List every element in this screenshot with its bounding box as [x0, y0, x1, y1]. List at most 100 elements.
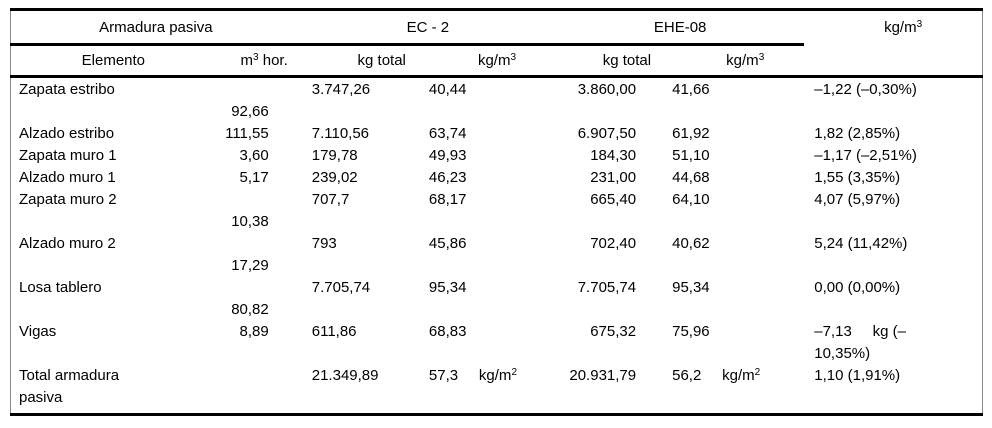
- cell-ec2_kg_total: 239,02: [274, 167, 426, 189]
- unit-superscript: 3: [510, 52, 517, 63]
- cell-line: –7,13 kg (–: [814, 323, 906, 340]
- cell-ehe_kgm3: 56,2 kg/m2: [651, 365, 804, 415]
- cell-line: 44,68: [672, 169, 710, 186]
- cell-ehe_kg_total: 231,00: [546, 167, 651, 189]
- cell-diff_kgm3: 1,55 (3,35%): [804, 167, 982, 189]
- cell-line: 7.705,74: [577, 279, 637, 296]
- cell-ec2_kg_total: 3.747,26: [274, 77, 426, 124]
- cell-line: 40,62: [672, 235, 710, 252]
- cell-line: 80,82: [231, 301, 269, 318]
- cell-line: 702,40: [590, 235, 637, 252]
- cell-ec2_kg_total: 7.110,56: [274, 123, 426, 145]
- col-header-ehe-kgm3: kg/m3: [651, 44, 805, 78]
- col-header-ec2-kg-total: kg total: [273, 44, 426, 78]
- cell-ec2_kgm3: 68,83: [426, 321, 546, 365]
- cell-ec2_kg_total: 179,78: [274, 145, 426, 167]
- cell-ehe_kg_total: 665,40: [546, 189, 651, 233]
- cell-m3_hor: 5,17: [196, 167, 274, 189]
- cell-line: 1,10 (1,91%): [814, 367, 901, 384]
- cell-ehe_kgm3: 75,96: [651, 321, 804, 365]
- group-header-ec2: EC - 2: [273, 9, 547, 46]
- cell-line: 57,3 kg/m2: [428, 367, 517, 384]
- cell-line: 51,10: [672, 147, 710, 164]
- cell-ehe_kg_total: 184,30: [546, 145, 651, 167]
- cell-ec2_kgm3: 63,74: [426, 123, 546, 145]
- cell-line: 49,93: [428, 147, 467, 164]
- cell-elemento: Zapata estribo: [11, 77, 196, 124]
- cell-line: 61,92: [672, 125, 710, 142]
- cell-elemento: Vigas: [11, 321, 196, 365]
- cell-ec2_kg_total: 7.705,74: [274, 277, 426, 321]
- table-row: Alzado muro 1 5,17 239,02 46,23 231,00 44,68 1…: [11, 167, 983, 189]
- cell-line: 665,40: [590, 191, 637, 208]
- cell-line: 7.110,56: [311, 125, 370, 142]
- comparison-table: Armadura pasiva EC - 2 EHE-08 kg/m3 Elem…: [10, 8, 983, 416]
- cell-diff_kgm3: –1,17 (–2,51%): [804, 145, 982, 167]
- cell-line: 1,55 (3,35%): [814, 169, 901, 186]
- cell-m3_hor: 8,89: [196, 321, 274, 365]
- cell-elemento: Losa tablero: [11, 277, 196, 321]
- cell-elemento: Zapata muro 1: [11, 145, 196, 167]
- cell-line: 63,74: [428, 125, 467, 142]
- cell-diff_kgm3: 1,10 (1,91%): [804, 365, 982, 415]
- cell-line: Losa tablero: [19, 279, 102, 296]
- cell-line: –1,22 (–0,30%): [814, 81, 917, 98]
- group-header-row: Armadura pasiva EC - 2 EHE-08 kg/m3: [10, 9, 983, 46]
- cell-m3_hor: 92,66: [196, 77, 274, 124]
- cell-ehe_kgm3: 41,66: [651, 77, 804, 124]
- cell-line: 41,66: [672, 81, 710, 98]
- cell-m3_hor: [196, 365, 274, 415]
- group-header-armadura-pasiva: Armadura pasiva: [10, 9, 274, 46]
- unit-superscript: 3: [758, 52, 765, 63]
- cell-diff_kgm3: 0,00 (0,00%): [804, 277, 982, 321]
- cell-line: 111,55: [225, 125, 269, 142]
- table-row: Zapata estribo 92,66 3.747,26 40,44 3.860,00…: [11, 77, 983, 124]
- cell-line: 3,60: [239, 147, 269, 164]
- cell-line: Vigas: [19, 323, 57, 340]
- unit-superscript: 3: [916, 19, 923, 31]
- cell-line: [196, 277, 269, 299]
- cell-ehe_kgm3: 64,10: [651, 189, 804, 233]
- cell-line: 7.705,74: [311, 279, 371, 296]
- cell-line: Zapata estribo: [19, 81, 115, 98]
- cell-line: –1,17 (–2,51%): [814, 147, 917, 164]
- cell-m3_hor: 80,82: [196, 277, 274, 321]
- cell-line: Total armadura: [19, 367, 120, 384]
- table-row: Total armadura pasiva 21.349,89 57,3 kg/m2 2…: [11, 365, 983, 415]
- cell-line: 0,00 (0,00%): [814, 279, 901, 296]
- cell-line: Zapata muro 2: [19, 191, 117, 208]
- cell-line: 45,86: [428, 235, 467, 252]
- cell-line: 95,34: [428, 279, 467, 296]
- cell-line: 611,86: [311, 323, 357, 340]
- group-header-diff-kgm3: kg/m3: [804, 10, 982, 45]
- cell-line: 707,7: [311, 191, 350, 208]
- col-header-empty: [804, 44, 983, 78]
- cell-line: 239,02: [311, 169, 358, 186]
- cell-elemento: Total armadura pasiva: [11, 365, 196, 415]
- cell-m3_hor: 3,60: [196, 145, 274, 167]
- cell-line: 17,29: [231, 257, 269, 274]
- cell-ec2_kgm3: 49,93: [426, 145, 546, 167]
- cell-diff_kgm3: 5,24 (11,42%): [804, 233, 982, 277]
- cell-line: 184,30: [590, 147, 637, 164]
- col-header-ehe-kg-total: kg total: [546, 44, 652, 78]
- cell-line: 3.747,26: [311, 81, 371, 98]
- cell-line: pasiva: [19, 389, 63, 406]
- cell-diff_kgm3: –1,22 (–0,30%): [804, 77, 982, 124]
- table-row: Alzado muro 2 17,29 793 45,86 702,40 40,62 5,2…: [11, 233, 983, 277]
- cell-line: 95,34: [672, 279, 710, 296]
- cell-ec2_kg_total: 611,86: [274, 321, 426, 365]
- table-row: Zapata muro 1 3,60 179,78 49,93 184,30 51,10 –…: [11, 145, 983, 167]
- cell-line: 1,82 (2,85%): [814, 125, 901, 142]
- cell-elemento: Zapata muro 2: [11, 189, 196, 233]
- col-header-m3-hor: m3 hor.: [195, 44, 288, 78]
- cell-line: 46,23: [428, 169, 467, 186]
- cell-line: 179,78: [311, 147, 358, 164]
- table-row: Alzado estribo 111,55 7.110,56 63,74 6.907,5…: [11, 123, 983, 145]
- unit-base: m: [240, 52, 254, 69]
- cell-line: 56,2 kg/m2: [672, 367, 761, 384]
- cell-line: 68,83: [428, 323, 467, 340]
- cell-line: [196, 189, 269, 211]
- cell-diff_kgm3: 1,82 (2,85%): [804, 123, 982, 145]
- cell-line: 4,07 (5,97%): [814, 191, 901, 208]
